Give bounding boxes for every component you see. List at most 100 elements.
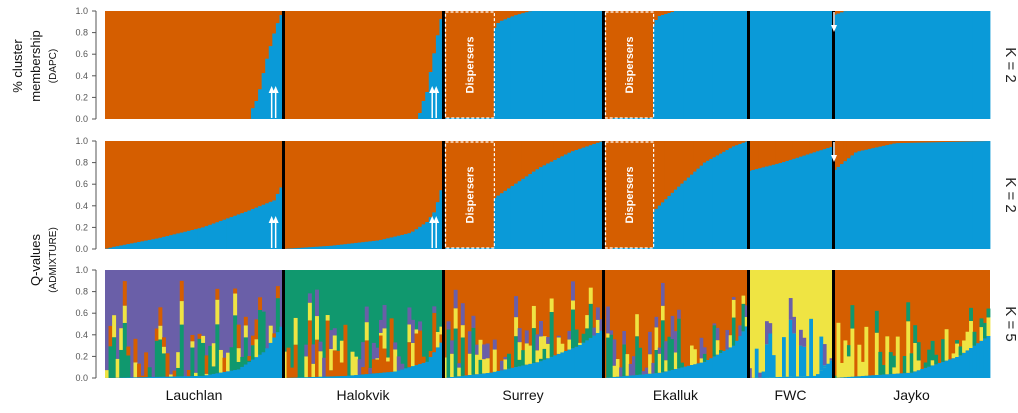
bar-segment	[934, 364, 939, 378]
dapc-ylabel: % cluster membership (DAPC)	[10, 30, 59, 102]
bar-segment	[816, 374, 820, 378]
bar-segment	[418, 113, 423, 119]
y-tick-label: 0.8	[75, 287, 88, 297]
bar-segment	[350, 243, 355, 249]
bar-segment	[421, 101, 426, 119]
bar-segment	[329, 349, 334, 371]
bar-segment	[528, 363, 533, 378]
bar-segment	[802, 376, 807, 378]
bar-segment	[788, 376, 793, 378]
bar-segment	[913, 11, 918, 119]
bar-segment	[615, 376, 620, 378]
bar-segment	[439, 326, 444, 335]
bar-segment	[307, 293, 312, 303]
bar-segment	[860, 361, 865, 376]
bar-segment	[122, 305, 127, 323]
bar-segment	[556, 158, 561, 249]
bar-segment	[510, 16, 515, 119]
bar-segment	[654, 349, 659, 374]
bar-segment	[972, 331, 977, 346]
bar-segment	[696, 363, 701, 378]
bar-segment	[361, 374, 366, 378]
bar-segment	[654, 20, 659, 119]
bar-segment	[731, 317, 736, 346]
bar-segment	[435, 35, 440, 119]
bar-segment	[677, 368, 681, 378]
bar-segment	[229, 370, 234, 378]
bar-segment	[535, 362, 540, 378]
bar-segment	[719, 350, 723, 353]
bar-segment	[204, 355, 209, 374]
bar-segment	[661, 202, 665, 249]
bar-segment	[728, 347, 733, 378]
population-divider	[282, 11, 285, 119]
bar-segment	[186, 370, 191, 377]
bar-segment	[625, 354, 630, 376]
bar-segment	[467, 375, 472, 378]
bar-segment	[699, 11, 704, 119]
bar-segment	[677, 318, 681, 369]
bar-segment	[693, 171, 697, 249]
bar-segment	[475, 354, 479, 375]
bar-segment	[654, 327, 659, 350]
bar-segment	[775, 11, 779, 119]
bar-segment	[864, 326, 869, 376]
bar-segment	[368, 241, 373, 249]
bar-segment	[275, 23, 280, 119]
bar-segment	[254, 101, 259, 119]
bar-segment	[843, 340, 848, 378]
bar-segment	[250, 345, 255, 360]
bar-segment	[240, 366, 245, 378]
marker-arrow	[429, 216, 440, 248]
bar-segment	[595, 141, 600, 143]
bar-segment	[496, 23, 501, 119]
bar-segment	[892, 141, 897, 144]
bar-segment	[254, 207, 259, 249]
bar-segment	[677, 11, 681, 119]
bar-segment	[574, 150, 579, 249]
bar-segment	[169, 376, 174, 378]
bar-segment	[247, 356, 252, 361]
bar-segment	[151, 376, 156, 378]
bar-segment	[126, 346, 131, 356]
bar-segment	[937, 142, 942, 249]
bar-segment	[826, 141, 830, 149]
bar-segment	[375, 358, 380, 360]
bar-segment	[581, 342, 586, 378]
bar-segment	[567, 141, 572, 153]
bar-segment	[382, 348, 387, 373]
bar-segment	[819, 370, 824, 378]
bar-segment	[725, 349, 730, 378]
bar-segment	[839, 12, 844, 119]
bar-segment	[906, 302, 911, 322]
bar-segment	[347, 243, 351, 249]
bar-segment	[176, 352, 181, 368]
bar-segment	[867, 11, 872, 119]
bar-segment	[930, 365, 935, 378]
bar-segment	[574, 346, 579, 378]
bar-segment	[699, 165, 704, 249]
bar-segment	[839, 164, 844, 249]
bar-segment	[822, 141, 827, 150]
bar-segment	[673, 11, 678, 119]
bar-segment	[906, 141, 911, 143]
bar-segment	[507, 188, 511, 249]
dapc-ylabel-line1: % cluster	[10, 39, 25, 93]
bar-segment	[962, 352, 966, 378]
bar-segment	[622, 331, 626, 345]
bar-segment	[955, 343, 959, 357]
bar-segment	[962, 141, 966, 142]
bar-segment	[293, 344, 298, 378]
bar-segment	[172, 376, 177, 378]
bar-segment	[169, 374, 174, 377]
bar-segment	[453, 289, 458, 309]
bar-segment	[521, 13, 526, 119]
bar-segment	[792, 141, 796, 159]
bar-segment	[350, 351, 355, 376]
bar-segment	[112, 315, 117, 338]
bar-segment	[741, 331, 746, 378]
bar-segment	[802, 346, 807, 377]
bar-segment	[812, 11, 817, 119]
bar-segment	[799, 329, 803, 346]
bar-segment	[812, 152, 817, 249]
